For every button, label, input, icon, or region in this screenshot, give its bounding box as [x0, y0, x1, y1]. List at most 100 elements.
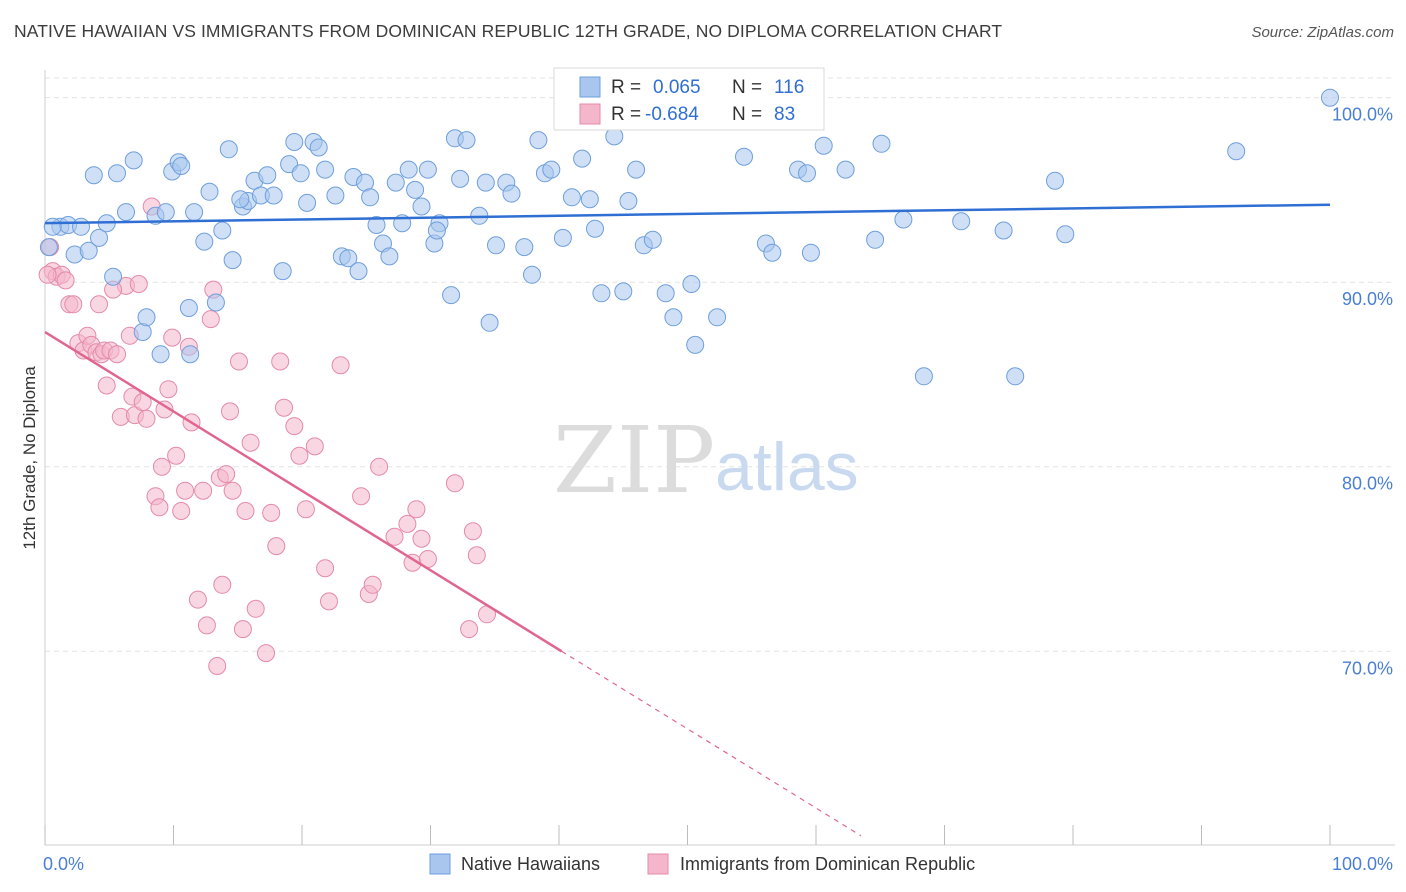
hawaiian-point-26 [213, 221, 232, 240]
hawaiian-point-47 [349, 262, 368, 281]
trend-lines [44, 203, 1331, 837]
dominican-point-23 [129, 275, 148, 293]
hawaiian-point-92 [708, 308, 727, 327]
legend-swatch-hawaiians [429, 853, 451, 875]
hawaiian-point-76 [553, 228, 572, 247]
dominican-point-66 [352, 487, 371, 506]
x-tick-label-0: 0.0% [43, 854, 84, 874]
axes [44, 70, 1395, 846]
hawaiian-point-66 [476, 173, 495, 192]
dominican-point-52 [241, 433, 260, 452]
hawaiian-point-37 [285, 133, 304, 151]
hawaiian-point-45 [339, 249, 358, 268]
hawaiian-point-70 [502, 184, 521, 203]
hawaiian-point-95 [763, 243, 782, 262]
hawaiian-point-112 [43, 217, 62, 236]
dominican-point-61 [296, 500, 315, 519]
hawaiian-point-13 [133, 323, 152, 341]
dominican-point-40 [197, 616, 216, 635]
dominican-point-77 [460, 620, 479, 639]
dominican-point-45 [213, 575, 232, 594]
y-tick-label-3: 100.0% [1332, 105, 1393, 125]
dominican-point-62 [305, 437, 324, 456]
hawaiian-point-72 [523, 265, 541, 284]
hawaiian-point-78 [573, 149, 592, 168]
dominican-point-4 [56, 271, 75, 290]
dominican-point-57 [271, 352, 290, 371]
dominican-point-53 [246, 599, 265, 618]
hawaiian-point-71 [515, 238, 534, 257]
hawaiian-point-93 [735, 147, 753, 166]
hawaiian-point-7 [90, 228, 108, 247]
legend-label-dominican: Immigrants from Dominican Republic [680, 854, 975, 874]
hawaiian-point-81 [592, 284, 611, 303]
hawaiian-point-55 [399, 160, 418, 179]
hawaiian-point-108 [1046, 171, 1064, 190]
hawaiian-point-79 [580, 190, 599, 209]
hawaiian-point-84 [619, 192, 638, 210]
hawaiian-point-64 [457, 131, 476, 150]
watermark: ZIP atlas [553, 407, 859, 514]
hawaiian-point-57 [412, 197, 431, 216]
chart-title: NATIVE HAWAIIAN VS IMMIGRANTS FROM DOMIN… [14, 21, 1003, 41]
dominican-point-43 [208, 657, 227, 675]
hawaiian-point-21 [179, 299, 198, 317]
hawaiian-point-25 [206, 293, 225, 312]
dominican-point-68 [363, 575, 382, 594]
dominican-point-35 [176, 481, 195, 500]
dominican-point-28 [150, 498, 169, 517]
hawaiian-point-83 [614, 282, 633, 301]
stats-pink-n-value: 83 [774, 104, 795, 125]
hawaiian-point-28 [223, 251, 242, 270]
stats-blue-n-label: N = [732, 77, 762, 98]
x-tick-label-1: 100.0% [1332, 854, 1393, 874]
dominican-point-74 [412, 529, 431, 548]
hawaiian-point-9 [104, 267, 123, 286]
dominican-point-31 [159, 380, 178, 399]
legend-swatch-dominican [647, 853, 669, 875]
hawaiian-point-61 [442, 286, 461, 305]
hawaiian-point-52 [380, 247, 399, 266]
hawaiian-point-63 [451, 169, 470, 188]
hawaiian-point-20 [172, 157, 191, 175]
hawaiian-point-80 [586, 219, 604, 238]
gridlines [45, 77, 1395, 652]
hawaiian-point-58 [418, 160, 437, 179]
dominican-point-30 [155, 400, 174, 419]
stats-box: R = 0.065 N = 116 R = -0.684 N = 83 [553, 67, 825, 131]
hawaiian-point-87 [643, 230, 662, 249]
hawaiian-point-107 [1006, 367, 1025, 386]
dominican-point-65 [331, 356, 350, 375]
hawaiian-point-113 [181, 345, 200, 364]
hawaiian-point-110 [1227, 142, 1246, 161]
hawaiian-point-23 [195, 232, 214, 251]
dominican-point-34 [172, 502, 191, 520]
hawaiian-point-12 [124, 151, 143, 170]
trend-line-hawaiians [44, 203, 1331, 225]
watermark-atlas: atlas [715, 429, 859, 505]
dominican-point-50 [233, 620, 252, 639]
hawaiian-point-39 [298, 193, 317, 212]
hawaiian-point-14 [137, 308, 156, 327]
series-hawaiian-points [39, 88, 1339, 386]
dominican-point-63 [316, 559, 335, 578]
hawaiian-point-42 [316, 160, 335, 179]
hawaiian-point-38 [291, 164, 310, 183]
dominican-point-41 [201, 310, 220, 329]
hawaiian-point-50 [367, 216, 386, 234]
trend-line-dominican [44, 330, 563, 653]
hawaiian-point-0 [39, 238, 58, 257]
dominican-point-58 [275, 398, 293, 417]
stats-blue-r-label: R = [611, 77, 641, 98]
hawaiian-point-115 [427, 221, 446, 240]
dominican-point-79 [467, 546, 486, 565]
hawaiian-point-111 [1321, 88, 1339, 107]
stats-blue-r-value: 0.065 [653, 77, 701, 98]
stats-blue-swatch [579, 76, 601, 98]
dominican-point-38 [188, 590, 207, 609]
dominican-point-12 [90, 295, 108, 314]
hawaiian-point-85 [627, 160, 646, 179]
hawaiian-point-100 [836, 160, 855, 179]
dominican-point-60 [290, 446, 309, 465]
dominican-point-55 [262, 503, 281, 522]
